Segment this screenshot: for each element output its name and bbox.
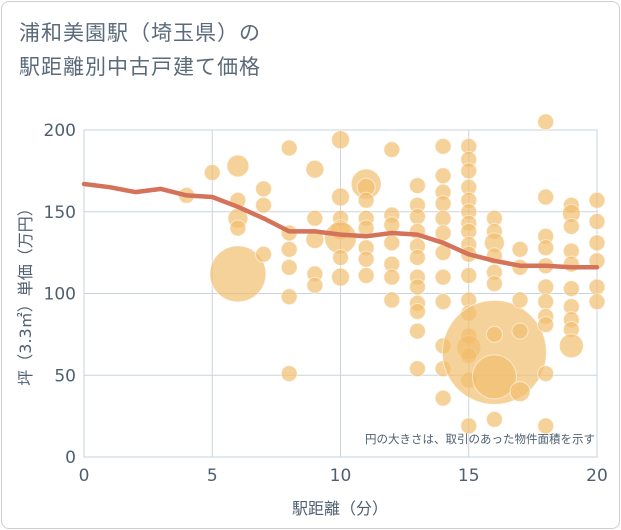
data-bubble xyxy=(383,216,401,234)
data-bubble xyxy=(255,180,273,198)
data-bubble xyxy=(485,325,503,343)
data-bubble xyxy=(434,268,452,286)
data-bubble xyxy=(383,234,401,252)
data-bubble xyxy=(305,159,325,179)
y-tick-label: 150 xyxy=(44,203,76,223)
data-bubble xyxy=(434,137,452,155)
data-bubble xyxy=(357,191,375,209)
data-bubble xyxy=(209,245,267,303)
data-bubble xyxy=(434,389,452,407)
data-bubble xyxy=(306,209,324,227)
data-bubble xyxy=(408,302,426,320)
data-bubble xyxy=(280,288,298,306)
trend-layer xyxy=(81,181,600,270)
data-bubble xyxy=(562,255,580,273)
data-bubble xyxy=(280,365,298,383)
x-axis-label: 駅距離（分） xyxy=(292,499,388,518)
data-bubble xyxy=(434,167,452,185)
data-bubble xyxy=(331,187,350,207)
data-bubble xyxy=(255,196,273,214)
data-bubble xyxy=(357,250,375,268)
data-bubble xyxy=(331,267,350,287)
y-axis-label: 坪（3.3㎡）単価（万円） xyxy=(16,200,35,385)
data-bubble xyxy=(460,162,478,180)
x-tick-label: 0 xyxy=(79,466,90,486)
data-bubble xyxy=(434,209,452,227)
data-bubble xyxy=(280,139,298,157)
y-tick-label: 100 xyxy=(44,285,76,305)
data-bubble xyxy=(537,188,555,206)
data-bubble xyxy=(229,219,247,237)
data-bubble xyxy=(485,275,503,293)
data-bubble xyxy=(408,322,426,340)
data-bubble xyxy=(558,333,584,359)
data-bubble xyxy=(485,410,503,428)
data-bubble xyxy=(562,217,580,235)
data-bubble xyxy=(588,213,606,231)
x-tick-label: 15 xyxy=(458,466,480,486)
data-bubble xyxy=(408,208,426,226)
data-bubble xyxy=(434,195,452,213)
data-bubble xyxy=(408,278,426,296)
data-bubble xyxy=(280,240,298,258)
data-bubble xyxy=(511,291,529,309)
y-tick-label: 50 xyxy=(54,366,76,386)
data-bubble xyxy=(588,293,606,311)
title-line-1: 浦和美園駅（埼玉県）の xyxy=(19,21,261,45)
data-bubble xyxy=(434,224,452,242)
data-bubble xyxy=(537,278,555,296)
data-bubble xyxy=(537,417,555,435)
data-bubble xyxy=(511,322,529,340)
data-bubble xyxy=(255,245,273,263)
data-bubble xyxy=(537,316,555,334)
x-tick-label: 20 xyxy=(586,466,608,486)
data-bubble xyxy=(588,278,606,296)
y-tick-label: 0 xyxy=(65,448,76,468)
data-bubble xyxy=(226,154,250,178)
data-bubble xyxy=(357,267,375,285)
data-bubble xyxy=(434,293,452,311)
data-bubble xyxy=(408,249,426,267)
data-bubble xyxy=(332,249,349,267)
chart-title: 浦和美園駅（埼玉県）の 駅距離別中古戸建て価格 xyxy=(19,16,261,84)
data-bubble xyxy=(537,113,555,131)
data-bubble xyxy=(408,360,426,378)
data-bubble xyxy=(331,130,350,150)
data-bubble xyxy=(460,267,478,285)
x-tick-label: 5 xyxy=(207,466,218,486)
data-bubble xyxy=(306,276,324,294)
data-bubble xyxy=(408,177,426,195)
data-bubble xyxy=(588,234,606,252)
data-bubble xyxy=(537,293,555,311)
data-bubble xyxy=(511,240,529,258)
data-bubble xyxy=(203,164,221,182)
size-note: 円の大きさは、取引のあった物件面積を示す xyxy=(365,432,595,446)
data-bubble xyxy=(537,365,555,383)
data-bubble xyxy=(471,354,517,400)
data-bubble xyxy=(537,239,555,257)
trend-line xyxy=(81,181,600,270)
data-bubble xyxy=(280,258,298,276)
data-bubble xyxy=(460,417,478,435)
title-line-2: 駅距離別中古戸建て価格 xyxy=(19,55,261,79)
data-bubble xyxy=(562,280,580,298)
data-bubble xyxy=(383,268,401,286)
data-bubble xyxy=(588,191,606,209)
x-tick-label: 10 xyxy=(330,466,352,486)
data-bubble xyxy=(509,381,531,403)
data-bubble xyxy=(383,141,401,159)
data-bubble xyxy=(383,291,401,309)
bubble-layer xyxy=(178,113,606,435)
y-tick-label: 200 xyxy=(44,121,76,141)
